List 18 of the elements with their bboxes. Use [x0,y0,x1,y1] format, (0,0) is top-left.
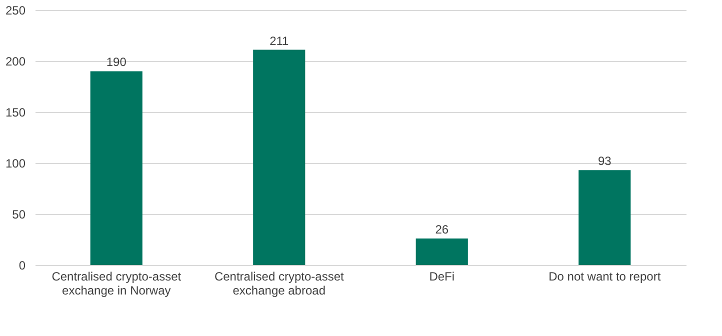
data-label: 93 [598,154,612,168]
x-tick-label: Do not want to report [548,270,662,284]
y-tick-label: 200 [5,54,26,68]
bar [253,50,306,265]
x-tick-label: Centralised crypto-asset exchange abroad [214,270,344,298]
y-tick-label: 50 [12,208,26,222]
x-tick-label: Centralised crypto-asset exchange in Norway [52,270,182,298]
bar [578,170,631,265]
y-tick-label: 250 [5,4,26,18]
y-tick-label: 0 [18,258,26,272]
y-tick-label: 100 [5,156,26,170]
y-tick-label: 150 [5,106,26,120]
data-label: 190 [106,55,127,70]
bar [90,71,142,265]
data-label: 26 [435,222,449,236]
bar [416,238,468,265]
data-label: 211 [270,34,290,48]
x-tick-label: DeFi [429,270,455,284]
